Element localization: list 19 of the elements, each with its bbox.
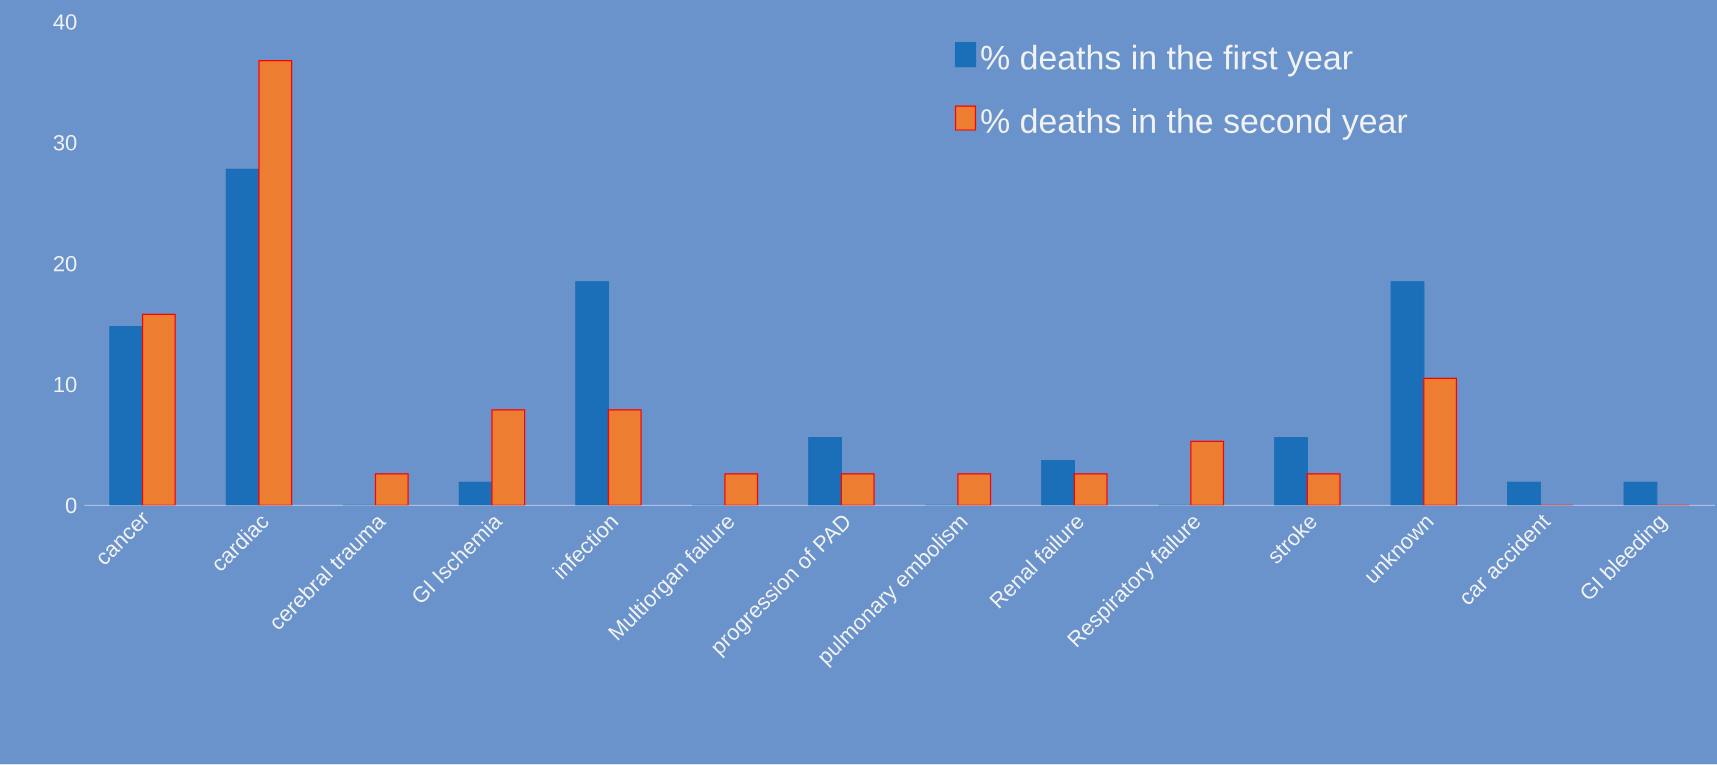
bar bbox=[1306, 473, 1341, 506]
bar bbox=[957, 473, 992, 506]
bar bbox=[374, 473, 409, 506]
y-tick-label: 0 bbox=[65, 497, 77, 514]
y-tick-label: 20 bbox=[53, 256, 77, 272]
bar bbox=[491, 409, 526, 506]
bar bbox=[1423, 378, 1458, 506]
bar bbox=[1073, 473, 1108, 506]
bar bbox=[607, 409, 642, 506]
bar bbox=[141, 314, 176, 506]
legend-label: % deaths in the second year bbox=[981, 108, 1408, 141]
y-tick-label: 10 bbox=[54, 377, 77, 393]
bar bbox=[840, 473, 875, 506]
y-tick-label: 30 bbox=[53, 135, 77, 151]
bar bbox=[724, 473, 759, 506]
legend-label: % deaths in the first year bbox=[981, 45, 1353, 77]
bar bbox=[258, 60, 293, 506]
y-tick-label: 40 bbox=[53, 14, 77, 30]
bar bbox=[1190, 440, 1225, 506]
